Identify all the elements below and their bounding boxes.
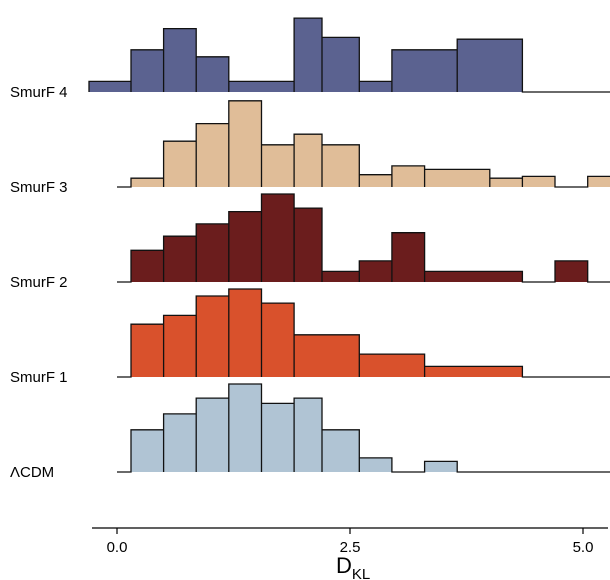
series-label: SmurF 1: [10, 369, 68, 386]
ridge-fill: [89, 18, 610, 92]
ridges-layer: SmurF 4 SmurF 3 SmurF 2 SmurF 1 ΛCDM: [10, 17, 610, 481]
ridge-outline: [117, 100, 610, 188]
series-label: SmurF 3: [10, 179, 68, 196]
ridge-outline: [117, 193, 610, 283]
ridge-smurf-3: SmurF 3: [10, 100, 610, 196]
x-ticks: 0.02.55.07.510.0: [107, 528, 594, 556]
ridge-outline: [117, 383, 610, 473]
series-label: SmurF 4: [10, 84, 68, 101]
ridge-fill: [117, 100, 610, 187]
ridge-fill: [117, 384, 458, 472]
x-tick-label: 2.5: [340, 539, 361, 556]
ridge-smurf-4: SmurF 4: [10, 17, 610, 101]
ridge-outline: [117, 288, 610, 378]
x-axis-label-subscript: KL: [352, 566, 370, 580]
ridge-cdm: ΛCDM: [10, 383, 610, 481]
x-axis-label-main: D: [336, 553, 352, 578]
series-label: ΛCDM: [10, 464, 54, 481]
x-axis-label: DKL: [336, 553, 370, 580]
series-label: SmurF 2: [10, 274, 68, 291]
ridge-fill: [117, 194, 588, 282]
ridge-outline: [88, 17, 610, 93]
ridge-smurf-2: SmurF 2: [10, 193, 610, 291]
x-tick-label: 0.0: [107, 539, 128, 556]
x-tick-label: 5.0: [573, 539, 594, 556]
x-axis: 0.02.55.07.510.0: [92, 527, 608, 556]
ridge-smurf-1: SmurF 1: [10, 288, 610, 386]
ridge-fill: [117, 289, 523, 377]
